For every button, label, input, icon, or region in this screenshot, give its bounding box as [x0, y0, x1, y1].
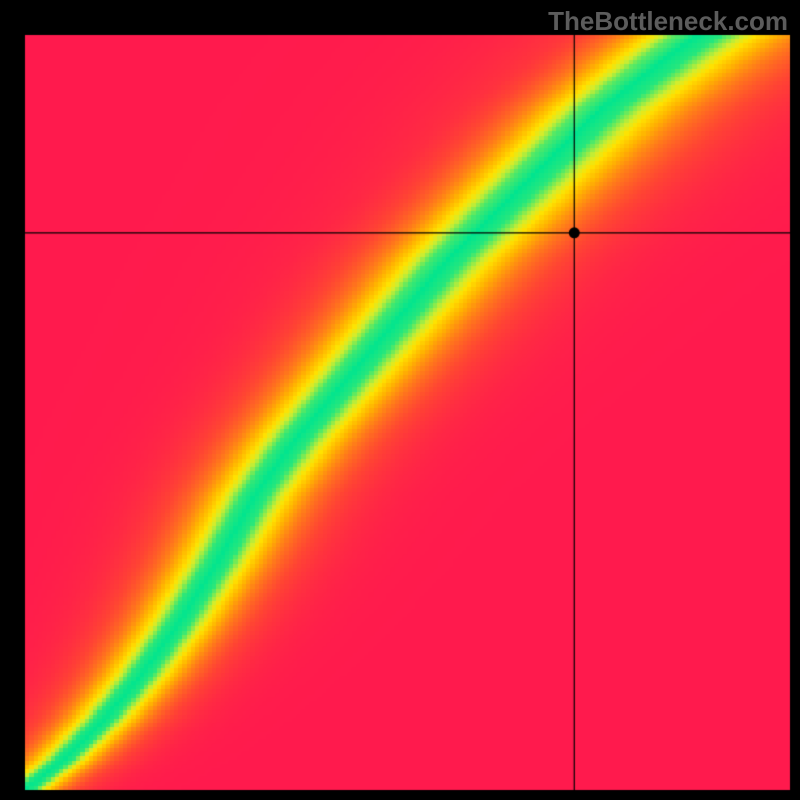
chart-container: TheBottleneck.com [0, 0, 800, 800]
watermark-text: TheBottleneck.com [548, 6, 788, 37]
bottleneck-heatmap [0, 0, 800, 800]
